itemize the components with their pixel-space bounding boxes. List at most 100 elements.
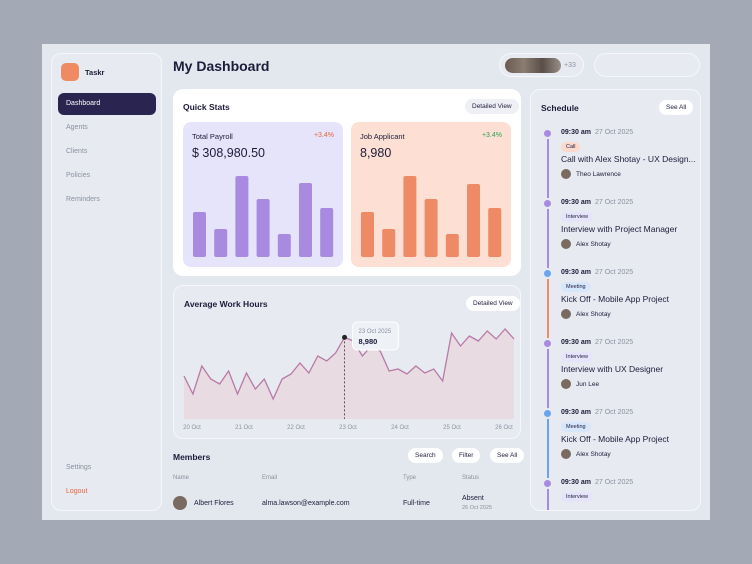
bar <box>320 208 334 257</box>
bar <box>299 183 312 257</box>
event-time: 09:30 am <box>561 199 591 206</box>
event-time: 09:30 am <box>561 409 591 416</box>
stat-label: Total Payroll <box>192 132 233 141</box>
x-tick-label: 23 Oct <box>339 425 357 431</box>
x-tick-label: 26 Oct <box>495 425 513 431</box>
column-header: Name <box>173 475 190 481</box>
stat-change: +3.4% <box>481 132 502 139</box>
logo <box>61 63 79 81</box>
event-person: Alex Shotay <box>576 451 611 458</box>
member-date: 26 Oct 2025 <box>462 505 492 511</box>
event-title: Call with Alex Shotay - UX Design... <box>561 154 696 164</box>
app: Taskr Dashboard Agents Clients Policies Remi… <box>42 44 710 520</box>
nav-item[interactable]: Reminders <box>66 196 100 203</box>
nav-item[interactable]: Policies <box>66 172 91 179</box>
event-icon <box>542 408 553 419</box>
event-person: Theo Lawrence <box>576 171 621 178</box>
event-date: 27 Oct 2025 <box>595 339 634 346</box>
member-avatars[interactable]: +33 <box>499 53 584 77</box>
bar <box>235 176 249 257</box>
event-icon <box>542 268 553 279</box>
x-tick-label: 24 Oct <box>391 425 409 431</box>
tooltip <box>352 321 400 351</box>
member-button[interactable]: Filter <box>452 448 481 463</box>
nav-item[interactable]: Logout <box>66 488 88 495</box>
avatar <box>173 496 187 510</box>
x-tick-label: 22 Oct <box>287 425 305 431</box>
column-header: Status <box>462 475 480 481</box>
timeline <box>547 345 549 415</box>
bar <box>361 212 374 257</box>
brand: Taskr <box>85 68 105 77</box>
event-icon <box>542 338 553 349</box>
section-title: Members <box>173 452 211 462</box>
work-hours: Average Work Hours Detailed View 20 Oct 2… <box>173 285 521 439</box>
tooltip-date: 23 Oct 2025 <box>359 329 392 335</box>
more-count: +33 <box>564 62 576 69</box>
member-email: alma.lawson@example.com <box>262 500 350 507</box>
nav-item[interactable]: Clients <box>66 148 88 155</box>
event-time: 09:30 am <box>561 339 591 346</box>
person-avatar <box>561 169 571 179</box>
timeline <box>547 485 549 510</box>
sidebar: Taskr Dashboard Agents Clients Policies Remi… <box>51 53 162 511</box>
event-date: 27 Oct 2025 <box>595 129 634 136</box>
event-date: 27 Oct 2025 <box>595 479 634 486</box>
timeline <box>547 205 549 275</box>
nav-item[interactable]: Dashboard <box>58 93 156 115</box>
event-tag: Meeting <box>561 282 591 292</box>
event-title: Kick Off - Mobile App Project <box>561 294 670 304</box>
stat-card: Total Payroll +3.4% $ 308,980.50 <box>183 122 343 267</box>
event-person: Jun Lee <box>576 381 600 388</box>
section-title: Average Work Hours <box>184 299 268 309</box>
event-title: Interview with UX Designer <box>561 364 664 374</box>
see-all[interactable]: See All <box>659 100 694 115</box>
nav-item[interactable]: Settings <box>66 464 92 471</box>
event-tag: Interview <box>561 212 594 222</box>
event-date: 27 Oct 2025 <box>595 199 634 206</box>
stat-value: 8,980 <box>360 146 392 160</box>
nav-item[interactable]: Agents <box>66 124 88 131</box>
stat-change: +3.4% <box>313 132 334 139</box>
stat-value: $ 308,980.50 <box>192 146 265 160</box>
person-avatar <box>561 449 571 459</box>
toolbar <box>594 53 700 77</box>
bar <box>445 234 459 257</box>
member-name: Albert Flores <box>194 500 234 507</box>
timeline <box>547 415 549 485</box>
section-title: Quick Stats <box>183 102 230 112</box>
member-button[interactable]: See All <box>490 448 525 463</box>
event-icon <box>542 128 553 139</box>
page-title: My Dashboard <box>173 58 270 74</box>
x-tick-label: 25 Oct <box>443 425 461 431</box>
member-status: Absent <box>462 495 484 502</box>
schedule: Schedule See All 09:30 am 27 Oct 2025 Call… <box>530 89 701 511</box>
event-person: Alex Shotay <box>576 311 611 318</box>
member-type: Full-time <box>403 500 430 507</box>
bar-chart <box>193 176 334 257</box>
event-icon <box>542 478 553 489</box>
quick-stats: Quick Stats Detailed View Total Payroll +… <box>173 89 521 276</box>
event-date: 27 Oct 2025 <box>595 409 634 416</box>
line <box>183 328 515 401</box>
timeline <box>547 275 549 345</box>
event-tag: Call <box>561 142 581 152</box>
bar <box>424 199 438 257</box>
event-time: 09:30 am <box>561 479 591 486</box>
bar <box>488 208 502 257</box>
person-avatar <box>561 379 571 389</box>
event-date: 27 Oct 2025 <box>595 269 634 276</box>
bar <box>467 184 480 257</box>
detailed-view[interactable]: Detailed View <box>465 99 519 114</box>
bar <box>193 212 206 257</box>
avatars <box>505 58 561 73</box>
x-tick-label: 20 Oct <box>183 425 201 431</box>
column-header: Email <box>262 475 278 481</box>
stat-label: Job Applicant <box>360 132 405 141</box>
event-icon <box>542 198 553 209</box>
event-tag: Meeting <box>561 422 591 432</box>
member-button[interactable]: Search <box>408 448 443 463</box>
detailed-view[interactable]: Detailed View <box>466 296 520 311</box>
event-title: Kick Off - Mobile App Project <box>561 434 670 444</box>
event-time: 09:30 am <box>561 129 591 136</box>
